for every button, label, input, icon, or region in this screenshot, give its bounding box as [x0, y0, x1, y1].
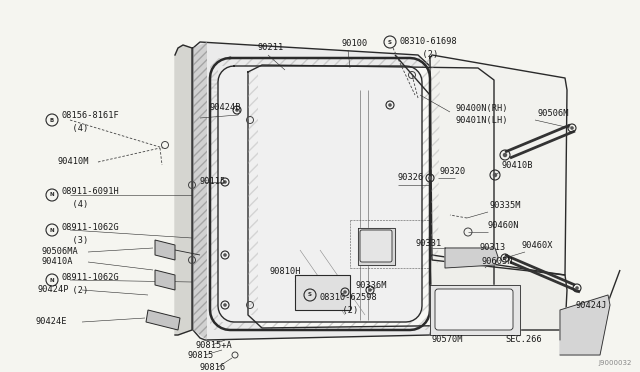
Text: (3): (3) — [62, 235, 88, 244]
Circle shape — [223, 253, 227, 257]
Text: 90100: 90100 — [342, 39, 368, 48]
Polygon shape — [155, 270, 175, 290]
Circle shape — [343, 290, 347, 294]
Circle shape — [428, 176, 432, 180]
Text: (4): (4) — [62, 124, 88, 132]
Text: 90320: 90320 — [440, 167, 467, 176]
Polygon shape — [445, 248, 498, 268]
Circle shape — [236, 108, 239, 112]
Text: 90506MA: 90506MA — [42, 247, 79, 257]
Text: 90424E: 90424E — [35, 317, 67, 327]
Text: (2): (2) — [412, 49, 438, 58]
FancyBboxPatch shape — [360, 230, 392, 262]
Text: (2): (2) — [62, 285, 88, 295]
Circle shape — [223, 180, 227, 184]
Circle shape — [503, 256, 507, 260]
Text: J9000032: J9000032 — [598, 360, 632, 366]
Circle shape — [368, 288, 372, 292]
Text: S: S — [388, 39, 392, 45]
Polygon shape — [430, 255, 567, 330]
Text: N: N — [50, 192, 54, 198]
Text: 90335M: 90335M — [490, 201, 522, 209]
Circle shape — [223, 303, 227, 307]
Polygon shape — [218, 66, 422, 322]
Text: 90506M: 90506M — [538, 109, 570, 118]
Text: S: S — [308, 292, 312, 298]
Text: 90410M: 90410M — [58, 157, 90, 167]
Polygon shape — [155, 240, 175, 260]
Text: 90815+A: 90815+A — [195, 340, 232, 350]
Text: 90401N(LH): 90401N(LH) — [455, 115, 508, 125]
Text: 90336M: 90336M — [355, 280, 387, 289]
Text: 90460N: 90460N — [488, 221, 520, 230]
Polygon shape — [560, 295, 610, 355]
Polygon shape — [193, 42, 207, 340]
Polygon shape — [193, 42, 432, 340]
Polygon shape — [175, 45, 192, 335]
Polygon shape — [358, 228, 395, 265]
Text: 90313: 90313 — [480, 244, 506, 253]
Text: 08911-6091H: 08911-6091H — [62, 187, 120, 196]
Text: 90810H: 90810H — [270, 267, 301, 276]
Text: N: N — [50, 228, 54, 232]
Text: 90410B: 90410B — [502, 160, 534, 170]
Text: 08156-8161F: 08156-8161F — [62, 110, 120, 119]
Text: (4): (4) — [62, 201, 88, 209]
Text: N: N — [50, 278, 54, 282]
Circle shape — [575, 286, 579, 290]
Text: 90815: 90815 — [188, 350, 214, 359]
Text: 08310-62598: 08310-62598 — [320, 294, 378, 302]
Text: 90424B: 90424B — [210, 103, 241, 112]
Text: 90211: 90211 — [258, 44, 284, 52]
Polygon shape — [248, 65, 494, 328]
Text: 90570M: 90570M — [432, 336, 463, 344]
Text: 90424P: 90424P — [38, 285, 70, 295]
Text: 90326: 90326 — [398, 173, 424, 183]
Text: 90410A: 90410A — [42, 257, 74, 266]
Text: SEC.266: SEC.266 — [505, 336, 541, 344]
FancyBboxPatch shape — [435, 289, 513, 330]
Polygon shape — [146, 310, 180, 330]
Text: 90400N(RH): 90400N(RH) — [455, 103, 508, 112]
Text: 90605N: 90605N — [482, 257, 513, 266]
Text: 90424J: 90424J — [575, 301, 607, 310]
Circle shape — [570, 126, 574, 130]
Text: 90115: 90115 — [200, 177, 227, 186]
Polygon shape — [430, 55, 567, 275]
Text: 08911-1062G: 08911-1062G — [62, 224, 120, 232]
Text: 08911-1062G: 08911-1062G — [62, 273, 120, 282]
Text: 90460X: 90460X — [522, 241, 554, 250]
Polygon shape — [430, 285, 520, 335]
Text: B: B — [50, 118, 54, 122]
Text: 90331: 90331 — [415, 240, 441, 248]
Circle shape — [388, 103, 392, 107]
Text: (2): (2) — [332, 305, 358, 314]
Text: 08310-61698: 08310-61698 — [400, 38, 458, 46]
Circle shape — [493, 173, 497, 177]
FancyBboxPatch shape — [295, 275, 350, 310]
Text: 90816: 90816 — [200, 362, 227, 372]
Circle shape — [503, 153, 508, 157]
